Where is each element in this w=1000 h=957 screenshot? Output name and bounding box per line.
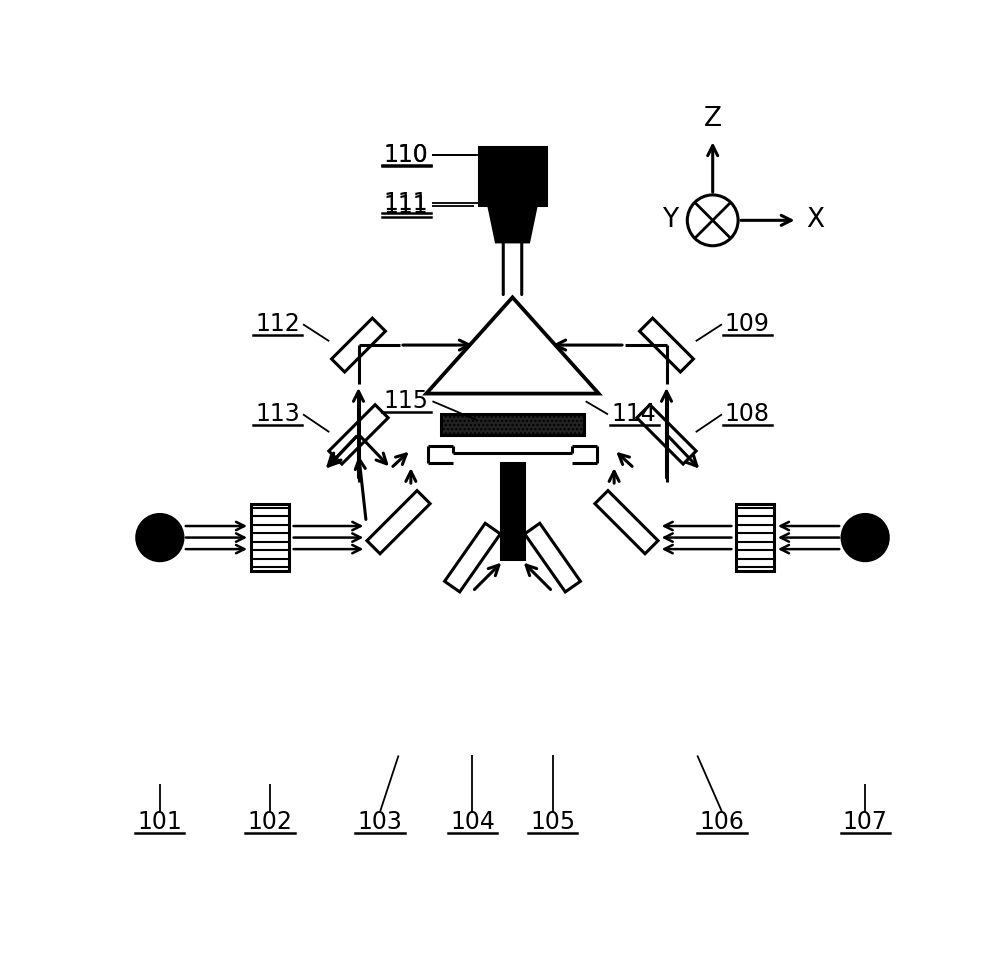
Text: 105: 105: [530, 811, 575, 835]
Text: 106: 106: [700, 811, 744, 835]
Text: 114: 114: [612, 402, 657, 427]
Bar: [329, 405, 388, 464]
Text: 113: 113: [255, 402, 300, 427]
Circle shape: [687, 195, 738, 246]
Bar: [251, 503, 289, 571]
Bar: [736, 503, 774, 571]
Text: 112: 112: [255, 312, 300, 336]
Bar: [367, 491, 430, 554]
Text: 103: 103: [358, 811, 402, 835]
Text: Z: Z: [704, 106, 722, 132]
Text: X: X: [807, 208, 825, 234]
Bar: [525, 523, 580, 591]
Polygon shape: [426, 298, 599, 393]
Bar: [595, 491, 658, 554]
Text: 110: 110: [384, 143, 429, 167]
Text: 104: 104: [450, 811, 495, 835]
Text: 111: 111: [384, 191, 429, 215]
Text: 101: 101: [137, 811, 182, 835]
Bar: [332, 318, 385, 372]
Text: 107: 107: [843, 811, 888, 835]
Text: 111: 111: [384, 194, 429, 218]
Circle shape: [137, 515, 183, 561]
Text: 109: 109: [725, 312, 770, 336]
Text: 110: 110: [384, 143, 429, 167]
Text: 108: 108: [725, 402, 770, 427]
Text: 115: 115: [384, 389, 429, 413]
Text: 102: 102: [248, 811, 292, 835]
Bar: [640, 318, 693, 372]
Bar: [441, 413, 584, 435]
Circle shape: [842, 515, 888, 561]
Text: Y: Y: [662, 208, 678, 234]
Bar: [501, 463, 524, 559]
Polygon shape: [489, 205, 536, 242]
Bar: [479, 147, 546, 205]
Bar: [445, 523, 500, 591]
Bar: [637, 405, 696, 464]
